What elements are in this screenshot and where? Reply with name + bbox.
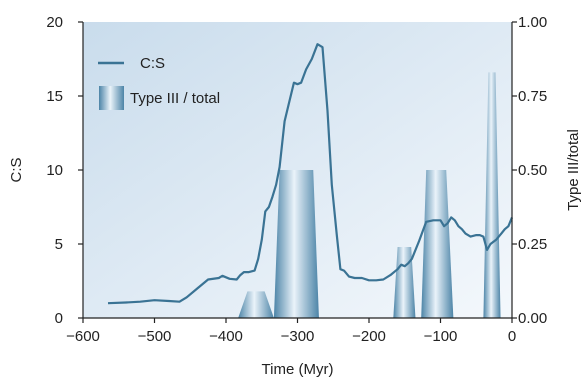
legend: C:S Type III / total bbox=[98, 55, 220, 110]
y2-tick-label-1: 0.25 bbox=[518, 236, 547, 253]
x-tick-label-5: −100 bbox=[424, 328, 458, 345]
tick-labels: −600 −500 −400 −300 −200 −100 0 0 5 10 15 20 0.00 0.2… bbox=[46, 14, 547, 345]
y-tick-label-1: 5 bbox=[55, 236, 63, 253]
x-tick-label-3: −300 bbox=[281, 328, 315, 345]
y-axis-title: C:S bbox=[8, 157, 25, 182]
y2-tick-label-0: 0.00 bbox=[518, 310, 547, 327]
type-iii-bars bbox=[238, 72, 501, 318]
y-tick-label-0: 0 bbox=[55, 310, 63, 327]
legend-label-type-iii: Type III / total bbox=[130, 90, 220, 107]
type-iii-bar-2 bbox=[393, 246, 416, 318]
y2-tick-label-2: 0.50 bbox=[518, 162, 547, 179]
cs-series-line bbox=[107, 43, 514, 305]
y2-axis-title: Type III/total bbox=[565, 129, 582, 211]
type-iii-bar-3 bbox=[421, 170, 454, 318]
cs-line-layer bbox=[107, 43, 514, 305]
axes bbox=[78, 21, 517, 323]
y2-tick-label-4: 1.00 bbox=[518, 14, 547, 31]
x-tick-label-2: −400 bbox=[209, 328, 243, 345]
y-tick-label-4: 20 bbox=[46, 14, 63, 31]
x-tick-label-0: −600 bbox=[66, 328, 100, 345]
x-tick-label-1: −500 bbox=[138, 328, 172, 345]
type-iii-bar-0 bbox=[238, 291, 274, 318]
x-axis-title: Time (Myr) bbox=[262, 361, 334, 378]
type-iii-bar-1 bbox=[273, 170, 319, 318]
y-tick-label-3: 15 bbox=[46, 88, 63, 105]
type-iii-bar-4 bbox=[483, 72, 501, 318]
x-tick-label-6: 0 bbox=[508, 328, 516, 345]
x-tick-label-4: −200 bbox=[352, 328, 386, 345]
legend-label-cs: C:S bbox=[140, 55, 165, 72]
legend-bar-swatch bbox=[99, 86, 124, 110]
y-tick-label-2: 10 bbox=[46, 162, 63, 179]
y2-tick-label-3: 0.75 bbox=[518, 88, 547, 105]
